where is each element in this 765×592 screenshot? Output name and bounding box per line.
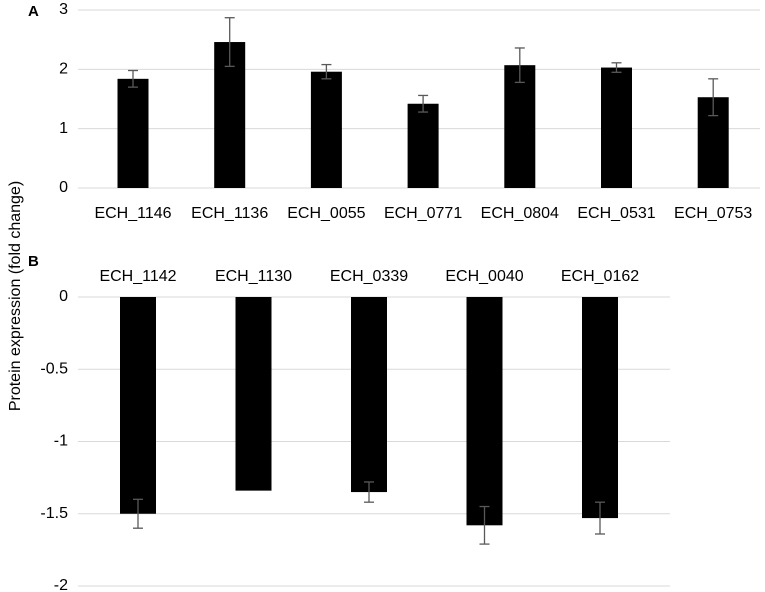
y-tick-label: -1: [54, 433, 68, 450]
bar-ech-0162: [582, 297, 618, 519]
bar-ech-0771: [407, 103, 439, 188]
bar-ech-1146: [117, 78, 149, 188]
category-label: ECH_0771: [384, 205, 462, 222]
category-label: ECH_0339: [330, 268, 408, 285]
panel-b-error-bars: [133, 481, 605, 545]
y-axis-label: Protein expression (fold change): [7, 181, 24, 411]
panel-b-bars: [120, 297, 618, 526]
bar-ech-0055: [310, 71, 342, 188]
category-label: ECH_0040: [445, 268, 523, 285]
y-tick-label: 0: [59, 288, 68, 305]
y-tick-label: -1.5: [40, 505, 68, 522]
panel-b-label: B: [28, 253, 39, 270]
panel-a-label: A: [28, 3, 39, 20]
y-tick-label: 2: [59, 61, 68, 78]
category-label: ECH_0055: [287, 205, 365, 222]
category-label: ECH_0804: [481, 205, 559, 222]
category-label: ECH_1130: [215, 268, 292, 285]
bar-ech-0339: [351, 297, 387, 493]
category-label: ECH_1142: [99, 268, 176, 285]
category-label: ECH_1146: [94, 205, 171, 222]
panel-a-y-ticks: 0 1 2 3: [59, 1, 68, 196]
panel-a-category-labels: ECH_1146 ECH_1136 ECH_0055 ECH_0771 ECH_0804…: [94, 205, 752, 222]
bar-ech-0804: [504, 65, 536, 188]
y-tick-label: 1: [59, 120, 68, 137]
y-tick-label: 0: [59, 179, 68, 196]
bar-ech-1142: [120, 297, 156, 514]
panel-b-y-ticks: 0 -0.5 -1 -1.5 -2: [40, 288, 68, 592]
panel-b: B 0 -0.5 -1 -1.5 -2 ECH_1142 ECH_1130 ECH_0339…: [28, 253, 670, 592]
bar-ech-1130: [235, 297, 272, 491]
category-label: ECH_1136: [191, 205, 268, 222]
y-tick-label: -0.5: [40, 360, 68, 377]
bar-ech-0531: [601, 67, 632, 188]
y-tick-label: 3: [59, 1, 68, 18]
panel-b-category-labels: ECH_1142 ECH_1130 ECH_0339 ECH_0040 ECH_0162: [99, 268, 639, 285]
panel-a-bars: [117, 42, 729, 188]
category-label: ECH_0162: [561, 268, 639, 285]
category-label: ECH_0531: [577, 205, 655, 222]
y-tick-label: -2: [54, 577, 68, 592]
category-label: ECH_0753: [674, 205, 752, 222]
bar-ech-0040: [466, 297, 503, 526]
panel-a-error-bars: [128, 17, 719, 117]
